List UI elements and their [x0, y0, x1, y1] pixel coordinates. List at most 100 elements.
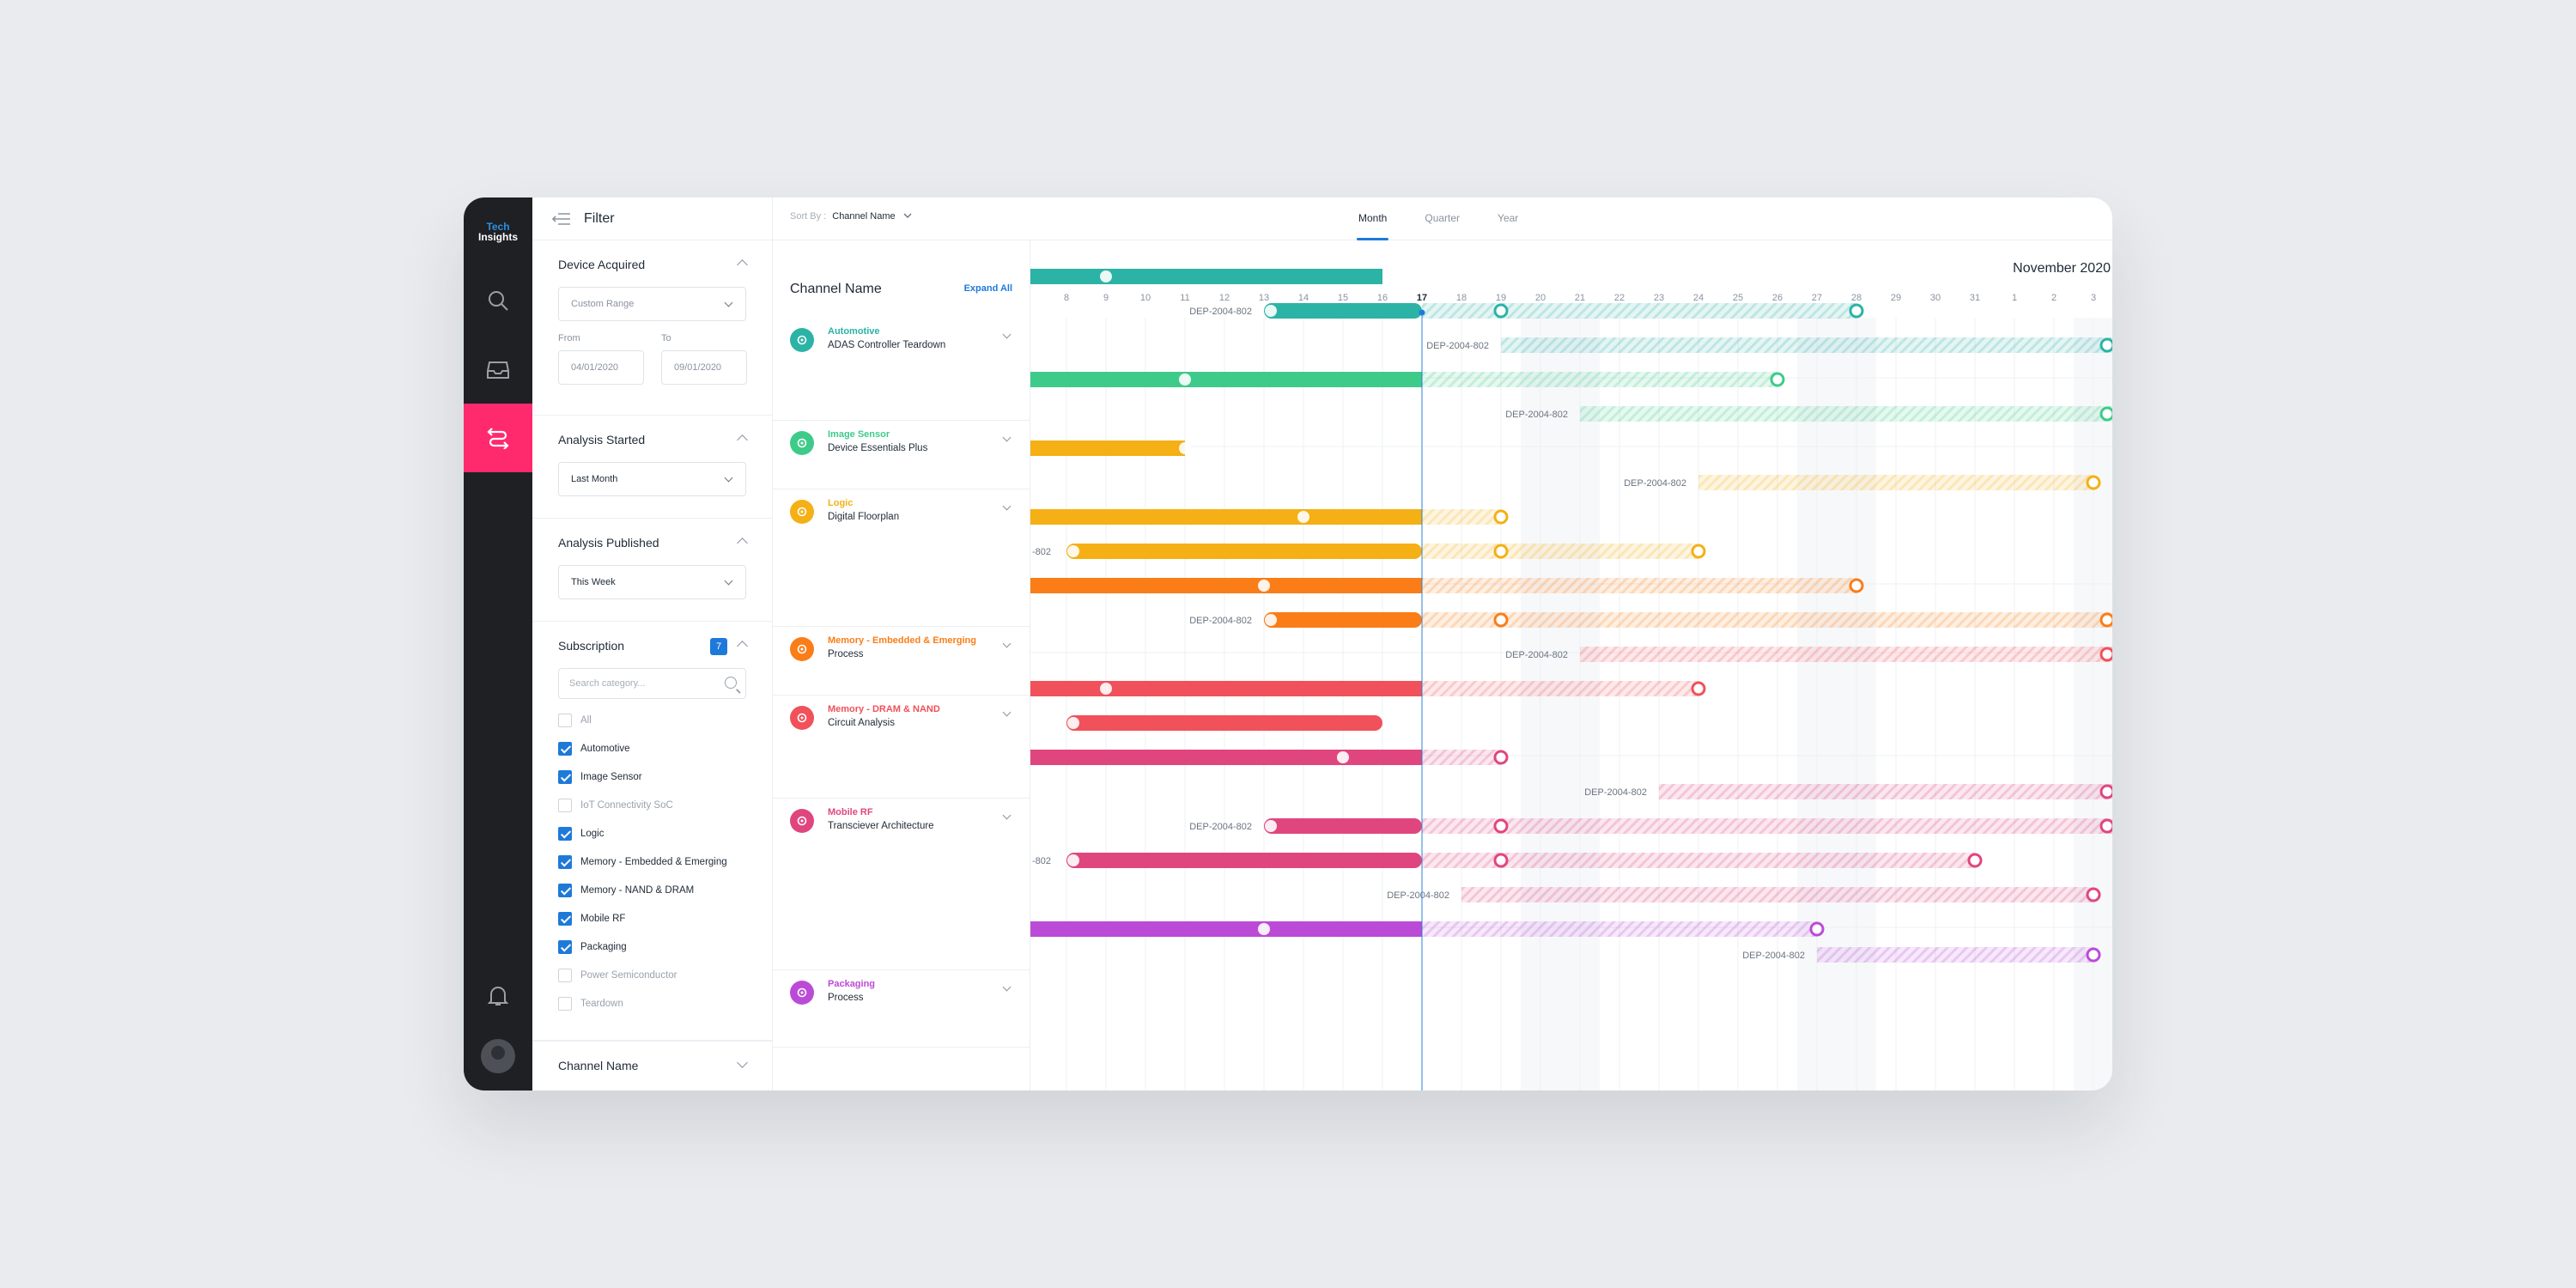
milestone-ring-icon[interactable]: [2086, 475, 2101, 490]
tab-year[interactable]: Year: [1498, 212, 1519, 224]
milestone-ring-icon[interactable]: [1809, 921, 1825, 937]
chevron-down-icon[interactable]: [1002, 639, 1012, 648]
tab-quarter[interactable]: Quarter: [1425, 212, 1461, 224]
checkbox[interactable]: [558, 911, 572, 926]
expand-all-link[interactable]: Expand All: [963, 283, 1012, 294]
milestone-ring-icon[interactable]: [1493, 853, 1509, 868]
channel-group[interactable]: Memory - Embedded & Emerging Process: [773, 627, 1030, 696]
progress-bar[interactable]: [1264, 612, 1422, 628]
checkbox[interactable]: [558, 883, 572, 897]
category-checkbox-row[interactable]: IoT Connectivity SoC: [558, 791, 746, 819]
milestone-ring-icon[interactable]: [1493, 509, 1509, 525]
menu-collapse-icon[interactable]: [551, 212, 570, 226]
category-search-input[interactable]: Search category...: [558, 668, 746, 699]
tab-month[interactable]: Month: [1340, 197, 1406, 240]
progress-bar[interactable]: [1066, 544, 1422, 559]
milestone-ring-icon[interactable]: [1493, 750, 1509, 765]
milestone-ring-icon[interactable]: [1849, 578, 1864, 593]
analysis-published-select[interactable]: This Week: [558, 565, 746, 599]
milestone-ring-icon[interactable]: [2099, 406, 2112, 422]
milestone-ring-icon[interactable]: [2099, 818, 2112, 834]
planned-bar[interactable]: [1422, 818, 2112, 834]
planned-bar[interactable]: [1422, 853, 1975, 868]
checkbox[interactable]: [558, 968, 572, 982]
progress-bar[interactable]: [1030, 372, 1422, 387]
analysis-started-select[interactable]: Last Month: [558, 462, 746, 496]
progress-bar[interactable]: [1030, 269, 1382, 284]
channel-group[interactable]: Automotive ADAS Controller Teardown: [773, 318, 1030, 421]
planned-bar[interactable]: [1422, 921, 1817, 937]
planned-bar[interactable]: [1501, 337, 2112, 353]
milestone-ring-icon[interactable]: [1967, 853, 1983, 868]
planned-bar[interactable]: [1698, 475, 2093, 490]
rail-notifications-button[interactable]: [464, 970, 532, 1022]
milestone-ring-icon[interactable]: [1770, 372, 1785, 387]
channel-group[interactable]: Image Sensor Device Essentials Plus: [773, 421, 1030, 489]
progress-bar[interactable]: [1030, 440, 1185, 456]
category-checkbox-row[interactable]: Image Sensor: [558, 762, 746, 791]
chevron-down-icon[interactable]: [1002, 330, 1012, 339]
checkbox[interactable]: [558, 826, 572, 841]
progress-bar[interactable]: [1030, 921, 1422, 937]
chevron-down-icon[interactable]: [1002, 433, 1012, 442]
milestone-ring-icon[interactable]: [1493, 544, 1509, 559]
sort-by-control[interactable]: Sort By : Channel Name: [790, 211, 912, 222]
category-checkbox-row[interactable]: All: [558, 706, 746, 734]
from-date-input[interactable]: 04/01/2020: [558, 350, 644, 385]
category-checkbox-row[interactable]: Teardown: [558, 989, 746, 1018]
planned-bar[interactable]: [1422, 303, 1856, 319]
chevron-down-icon[interactable]: [1002, 811, 1012, 820]
milestone-ring-icon[interactable]: [2099, 612, 2112, 628]
milestone-ring-icon[interactable]: [2086, 887, 2101, 902]
planned-bar[interactable]: [1461, 887, 2093, 902]
checkbox[interactable]: [558, 713, 572, 727]
range-select[interactable]: Custom Range: [558, 287, 746, 321]
progress-bar[interactable]: [1066, 715, 1382, 731]
checkbox[interactable]: [558, 798, 572, 812]
milestone-ring-icon[interactable]: [1493, 303, 1509, 319]
milestone-ring-icon[interactable]: [1691, 544, 1706, 559]
checkbox[interactable]: [558, 939, 572, 954]
to-date-input[interactable]: 09/01/2020: [661, 350, 747, 385]
planned-bar[interactable]: [1580, 406, 2112, 422]
progress-bar[interactable]: [1030, 750, 1422, 765]
checkbox[interactable]: [558, 769, 572, 784]
category-checkbox-row[interactable]: Memory - NAND & DRAM: [558, 876, 746, 904]
milestone-ring-icon[interactable]: [2099, 337, 2112, 353]
progress-bar[interactable]: [1030, 509, 1422, 525]
planned-bar[interactable]: [1422, 681, 1698, 696]
milestone-ring-icon[interactable]: [1691, 681, 1706, 696]
category-checkbox-row[interactable]: Logic: [558, 819, 746, 848]
rail-timeline-button[interactable]: [464, 404, 532, 472]
checkbox[interactable]: [558, 741, 572, 756]
category-checkbox-row[interactable]: Mobile RF: [558, 904, 746, 933]
milestone-ring-icon[interactable]: [1849, 303, 1864, 319]
chevron-down-icon[interactable]: [1002, 501, 1012, 511]
planned-bar[interactable]: [1422, 750, 1501, 765]
planned-bar[interactable]: [1422, 612, 2112, 628]
checkbox[interactable]: [558, 854, 572, 869]
chevron-down-icon[interactable]: [1002, 708, 1012, 717]
progress-bar[interactable]: [1030, 681, 1422, 696]
logo[interactable]: Tech Insights: [472, 222, 524, 242]
category-checkbox-row[interactable]: Memory - Embedded & Emerging: [558, 848, 746, 876]
planned-bar[interactable]: [1422, 372, 1777, 387]
progress-bar[interactable]: [1030, 578, 1422, 593]
channel-group[interactable]: Logic Digital Floorplan: [773, 489, 1030, 627]
rail-search-button[interactable]: [464, 266, 532, 335]
channel-group[interactable]: Mobile RF Transciever Architecture: [773, 799, 1030, 970]
category-checkbox-row[interactable]: Packaging: [558, 933, 746, 961]
planned-bar[interactable]: [1659, 784, 2112, 799]
channel-group[interactable]: Memory - DRAM & NAND Circuit Analysis: [773, 696, 1030, 799]
progress-bar[interactable]: [1264, 818, 1422, 834]
milestone-ring-icon[interactable]: [2099, 647, 2112, 662]
planned-bar[interactable]: [1817, 947, 2093, 963]
category-checkbox-row[interactable]: Power Semiconductor: [558, 961, 746, 989]
progress-bar[interactable]: [1066, 853, 1422, 868]
milestone-ring-icon[interactable]: [2099, 784, 2112, 799]
planned-bar[interactable]: [1422, 544, 1698, 559]
planned-bar[interactable]: [1580, 647, 2112, 662]
avatar[interactable]: [481, 1039, 515, 1073]
checkbox[interactable]: [558, 996, 572, 1011]
planned-bar[interactable]: [1422, 578, 1856, 593]
